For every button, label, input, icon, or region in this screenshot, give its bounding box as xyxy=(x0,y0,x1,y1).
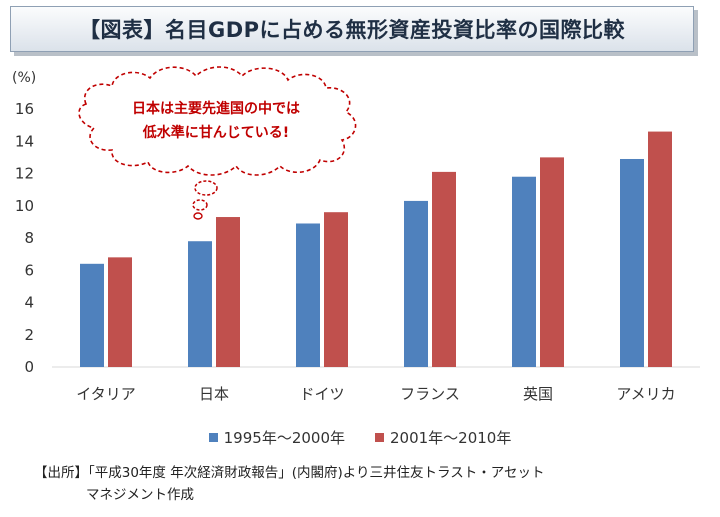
chart-title: 【図表】名目GDPに占める無形資産投資比率の国際比較 xyxy=(78,18,626,42)
bar-series-1-1 xyxy=(188,241,212,367)
bar-chart: (%) 0 2 4 6 8 10 12 14 16 イタリア 日本 ドイツ フランス 英国 アメリカ 日本… xyxy=(12,66,700,403)
y-tick-label: 6 xyxy=(24,261,34,279)
legend: 1995年～2000年 2001年～2010年 xyxy=(0,427,720,448)
legend-swatch-red xyxy=(375,433,384,442)
y-axis-unit: (%) xyxy=(12,70,36,86)
bar-series-2-5 xyxy=(648,131,672,367)
callout-line-2: 低水準に甘んじている! xyxy=(142,124,289,141)
y-tick-label: 16 xyxy=(15,100,34,118)
source-line-2: マネジメント作成 xyxy=(86,487,194,503)
y-tick-label: 8 xyxy=(24,229,34,247)
legend-label-series-2: 2001年～2010年 xyxy=(390,429,512,447)
y-tick-label: 0 xyxy=(24,358,34,376)
category-labels: イタリア 日本 ドイツ フランス 英国 アメリカ xyxy=(76,385,675,403)
title-banner: 【図表】名目GDPに占める無形資産投資比率の国際比較 xyxy=(10,6,694,52)
legend-item-series-1: 1995年～2000年 xyxy=(208,427,345,448)
category-label: フランス xyxy=(400,385,460,403)
bar-series-1-3 xyxy=(404,200,428,367)
bar-series-1-0 xyxy=(80,263,104,367)
category-label: ドイツ xyxy=(299,385,344,403)
category-label: イタリア xyxy=(76,385,135,403)
bar-series-2-1 xyxy=(216,217,240,367)
legend-item-series-2: 2001年～2010年 xyxy=(375,427,511,448)
y-tick-label: 12 xyxy=(15,165,34,183)
source-note: 【出所】「平成30年度 年次経済財政報告」(内閣府)より三井住友トラスト・アセッ… xyxy=(34,462,704,506)
bar-series-2-0 xyxy=(108,257,132,367)
bar-series-2-4 xyxy=(540,157,564,367)
bars xyxy=(80,131,672,367)
callout-line-1: 日本は主要先進国の中では xyxy=(132,100,300,117)
category-label: 日本 xyxy=(199,385,229,403)
callout-bubble: 日本は主要先進国の中では 低水準に甘んじている! xyxy=(78,66,357,220)
y-tick-label: 2 xyxy=(24,326,34,344)
category-label: 英国 xyxy=(523,385,553,403)
source-line-1: 【出所】「平成30年度 年次経済財政報告」(内閣府)より三井住友トラスト・アセッ… xyxy=(34,465,545,481)
y-axis-ticks: 0 2 4 6 8 10 12 14 16 xyxy=(15,100,34,376)
bar-series-2-3 xyxy=(432,171,456,367)
bar-series-1-5 xyxy=(620,158,644,367)
bar-series-2-2 xyxy=(324,212,348,367)
y-tick-label: 4 xyxy=(24,294,34,312)
bar-series-1-4 xyxy=(512,176,536,367)
category-label: アメリカ xyxy=(616,385,675,403)
bar-series-1-2 xyxy=(296,223,320,367)
y-tick-label: 14 xyxy=(15,132,34,150)
legend-swatch-blue xyxy=(208,433,218,442)
y-tick-label: 10 xyxy=(15,197,34,215)
legend-label-series-1: 1995年～2000年 xyxy=(223,429,345,447)
